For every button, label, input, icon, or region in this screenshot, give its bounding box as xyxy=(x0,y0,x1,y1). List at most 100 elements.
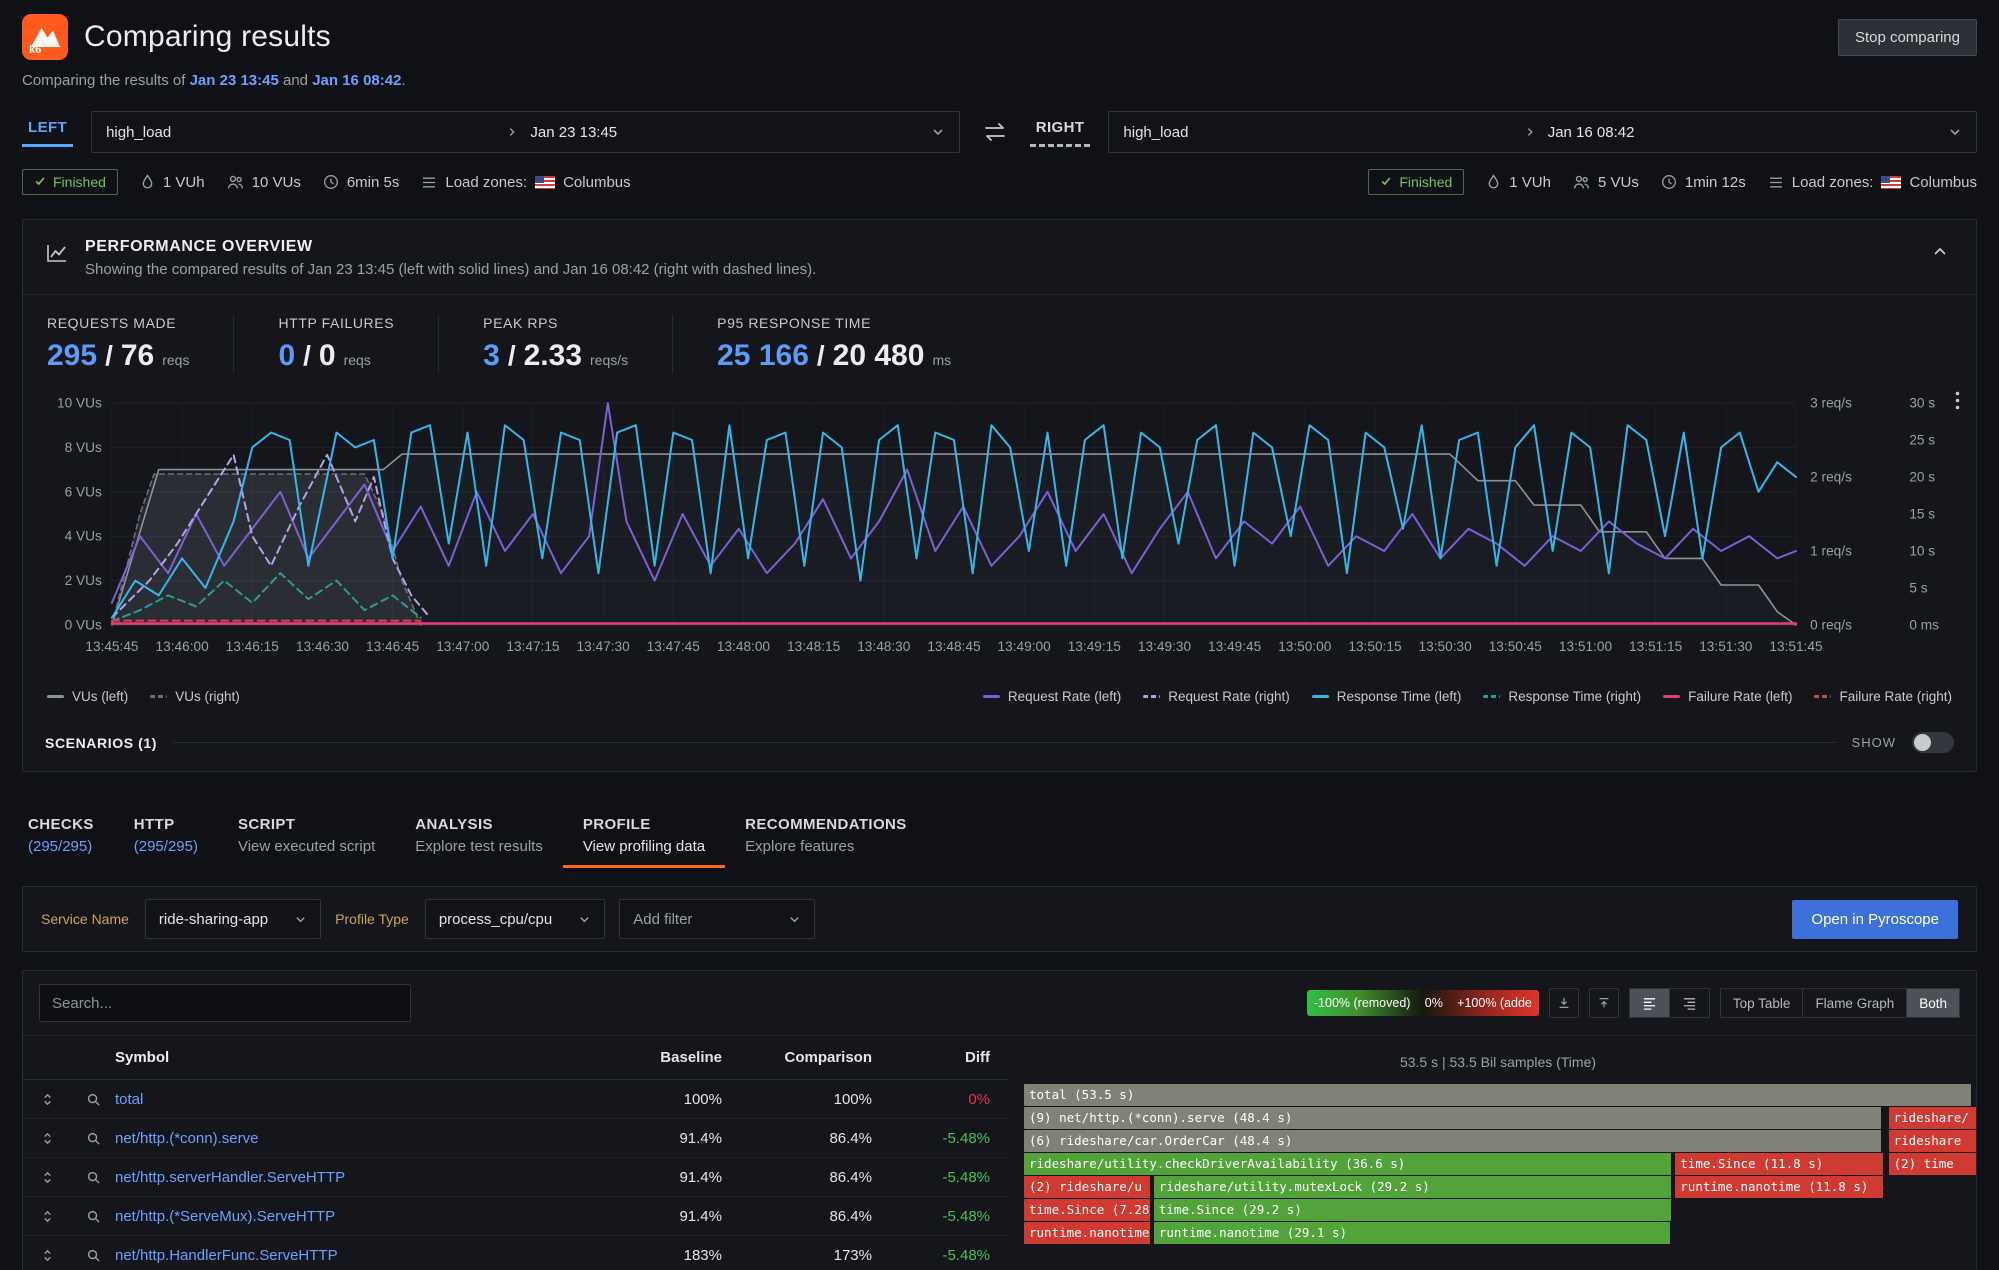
tab-checks[interactable]: CHECKS (295/295) xyxy=(22,812,114,868)
legend-item-request-rate-right-[interactable]: Request Rate (right) xyxy=(1143,689,1290,704)
flame-segment[interactable]: (2) time xyxy=(1888,1153,1976,1175)
flame-segment[interactable]: time.Since (11.8 s) xyxy=(1675,1153,1884,1175)
svg-text:25 s: 25 s xyxy=(1909,433,1935,448)
symbol-link[interactable]: net/http.(*ServeMux).ServeHTTP xyxy=(115,1207,336,1225)
stat-right-value: 20 480 xyxy=(832,339,925,372)
right-run-select[interactable]: high_load Jan 16 08:42 xyxy=(1108,111,1978,153)
left-run-date-link[interactable]: Jan 23 13:45 xyxy=(189,72,279,89)
droplet-icon xyxy=(140,174,155,190)
legend-item-failure-rate-left-[interactable]: Failure Rate (left) xyxy=(1663,689,1792,704)
flame-segment[interactable]: (2) rideshare/u xyxy=(1024,1176,1152,1198)
symbol-link[interactable]: net/http.HandlerFunc.ServeHTTP xyxy=(115,1246,338,1264)
droplet-icon xyxy=(1486,174,1501,190)
left-vuh: 1 VUh xyxy=(140,174,205,191)
sort-icon[interactable] xyxy=(23,1170,71,1185)
baseline-value: 91.4% xyxy=(679,1207,722,1225)
sort-icon[interactable] xyxy=(23,1209,71,1224)
search-icon[interactable] xyxy=(71,1248,115,1263)
stat-right-value: 76 xyxy=(120,339,155,372)
sort-icon[interactable] xyxy=(23,1131,71,1146)
stop-comparing-button[interactable]: Stop comparing xyxy=(1837,18,1977,56)
right-test-name: high_load xyxy=(1123,123,1189,141)
flame-segment[interactable]: rideshare/ xyxy=(1888,1107,1976,1129)
add-filter-select[interactable]: Add filter xyxy=(619,899,816,939)
right-run-date-link[interactable]: Jan 16 08:42 xyxy=(312,72,402,89)
tab-profile[interactable]: PROFILE View profiling data xyxy=(562,812,726,868)
symbol-link[interactable]: total xyxy=(115,1090,144,1108)
collapse-panel-button[interactable] xyxy=(1926,238,1954,269)
table-row[interactable]: net/http.(*conn).serve 91.4% 86.4% -5.48% xyxy=(23,1119,1008,1158)
table-row[interactable]: net/http.(*ServeMux).ServeHTTP 91.4% 86.4%… xyxy=(23,1197,1008,1236)
page-title: Comparing results xyxy=(84,20,331,53)
svg-text:20 s: 20 s xyxy=(1909,470,1935,485)
sort-icon[interactable] xyxy=(23,1092,71,1107)
svg-text:0 VUs: 0 VUs xyxy=(65,618,102,633)
flame-segment[interactable]: rideshare/utility.mutexLock (29.2 s) xyxy=(1153,1176,1673,1198)
legend-item-vus-left-[interactable]: VUs (left) xyxy=(47,689,128,704)
comparison-subtitle: Comparing the results of Jan 23 13:45 an… xyxy=(22,72,1977,89)
view-both-button[interactable]: Both xyxy=(1907,988,1960,1018)
profile-controls-bar: Service Name ride-sharing-app Profile Ty… xyxy=(22,886,1977,952)
subtitle-conjunction: and xyxy=(283,72,309,89)
flame-segment[interactable]: time.Since (29.2 s) xyxy=(1153,1199,1673,1221)
symbol-search-input[interactable] xyxy=(39,984,411,1022)
svg-text:8 VUs: 8 VUs xyxy=(65,440,102,455)
flame-segment[interactable]: runtime.nanotime (29.1 s) xyxy=(1153,1222,1671,1244)
left-test-name: high_load xyxy=(106,123,172,141)
legend-item-response-time-left-[interactable]: Response Time (left) xyxy=(1311,689,1461,704)
service-name-select[interactable]: ride-sharing-app xyxy=(144,899,322,939)
legend-item-response-time-right-[interactable]: Response Time (right) xyxy=(1483,689,1641,704)
show-scenarios-toggle[interactable] xyxy=(1912,732,1954,753)
open-in-pyroscope-button[interactable]: Open in Pyroscope xyxy=(1792,899,1958,939)
svg-text:13:49:45: 13:49:45 xyxy=(1208,639,1261,654)
flame-segment[interactable]: total (53.5 s) xyxy=(1024,1084,1972,1106)
collapse-all-button[interactable] xyxy=(1548,988,1579,1018)
table-row[interactable]: net/http.HandlerFunc.ServeHTTP 183% 173% -5… xyxy=(23,1236,1008,1270)
align-right-button[interactable] xyxy=(1669,988,1710,1018)
tab-analysis[interactable]: ANALYSIS Explore test results xyxy=(395,812,563,868)
tab-http[interactable]: HTTP (295/295) xyxy=(114,812,218,868)
view-top-table-button[interactable]: Top Table xyxy=(1719,988,1804,1018)
table-row[interactable]: net/http.serverHandler.ServeHTTP 91.4% 86.… xyxy=(23,1158,1008,1197)
left-load-zones: Load zones: Columbus xyxy=(421,174,631,191)
performance-description: Showing the compared results of Jan 23 1… xyxy=(85,261,817,278)
search-icon[interactable] xyxy=(71,1170,115,1185)
symbol-link[interactable]: net/http.serverHandler.ServeHTTP xyxy=(115,1168,346,1186)
align-left-button[interactable] xyxy=(1628,988,1670,1018)
chart-menu-button[interactable] xyxy=(1951,387,1964,417)
svg-text:13:47:00: 13:47:00 xyxy=(436,639,490,654)
search-icon[interactable] xyxy=(71,1092,115,1107)
left-run-select[interactable]: high_load Jan 23 13:45 xyxy=(91,111,960,153)
search-icon[interactable] xyxy=(71,1131,115,1146)
flame-segment[interactable]: (9) net/http.(*conn).serve (48.4 s) xyxy=(1024,1107,1882,1129)
symbol-link[interactable]: net/http.(*conn).serve xyxy=(115,1129,259,1147)
legend-item-failure-rate-right-[interactable]: Failure Rate (right) xyxy=(1814,689,1952,704)
chevron-down-icon xyxy=(788,913,801,926)
diff-value: -5.48% xyxy=(942,1207,990,1225)
flame-segment[interactable]: rideshare/utility.checkDriverAvailabilit… xyxy=(1024,1153,1673,1175)
tab-script[interactable]: SCRIPT View executed script xyxy=(218,812,395,868)
flame-segment[interactable]: runtime.nanotime (11.8 s) xyxy=(1675,1176,1884,1198)
flame-segment[interactable]: (6) rideshare/car.OrderCar (48.4 s) xyxy=(1024,1130,1882,1152)
swap-runs-button[interactable] xyxy=(978,117,1012,147)
flame-segment[interactable]: time.Since (7.28 xyxy=(1024,1199,1152,1221)
legend-item-request-rate-left-[interactable]: Request Rate (left) xyxy=(982,689,1121,704)
flame-segment[interactable]: runtime.nanotime xyxy=(1024,1222,1152,1244)
view-flame-graph-button[interactable]: Flame Graph xyxy=(1803,988,1908,1018)
tab-recommendations[interactable]: RECOMMENDATIONS Explore features xyxy=(725,812,927,868)
search-icon[interactable] xyxy=(71,1209,115,1224)
flame-segment[interactable]: rideshare xyxy=(1888,1130,1976,1152)
sort-icon[interactable] xyxy=(23,1248,71,1263)
tab-label: CHECKS xyxy=(28,816,94,833)
k6-logo-icon: k6 xyxy=(22,14,68,60)
legend-swatch xyxy=(1143,695,1161,698)
baseline-value: 100% xyxy=(683,1090,722,1108)
table-row[interactable]: total 100% 100% 0% xyxy=(23,1080,1008,1119)
legend-swatch xyxy=(982,695,1000,698)
expand-all-button[interactable] xyxy=(1588,988,1619,1018)
profile-type-select[interactable]: process_cpu/cpu xyxy=(424,899,606,939)
comparison-value: 86.4% xyxy=(829,1129,872,1147)
stat-separator: / xyxy=(507,340,516,371)
svg-text:13:51:15: 13:51:15 xyxy=(1629,639,1682,654)
legend-item-vus-right-[interactable]: VUs (right) xyxy=(150,689,240,704)
